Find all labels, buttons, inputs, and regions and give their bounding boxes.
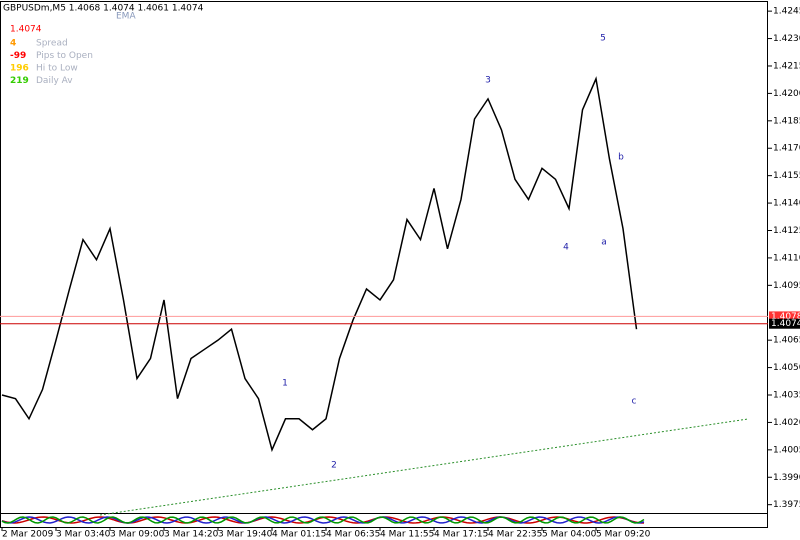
price-label-box xyxy=(769,318,800,329)
x-tick-label: 3 Mar 03:40 xyxy=(56,530,111,540)
x-tick-label: 4 Mar 22:35 xyxy=(488,530,542,540)
y-tick-label: 1.4170 xyxy=(773,144,800,154)
x-tick-label: 4 Mar 01:15 xyxy=(272,530,326,540)
y-tick-label: 1.4215 xyxy=(773,61,800,71)
y-tick-label: 1.4035 xyxy=(773,391,800,401)
x-tick-label: 5 Mar 04:00 xyxy=(542,530,597,540)
indicator-name: EMA xyxy=(116,12,136,22)
x-tick-label: 4 Mar 17:15 xyxy=(434,530,488,540)
wave-label: a xyxy=(601,238,607,248)
wave-label: 4 xyxy=(563,243,569,253)
x-tick-label: 3 Mar 14:20 xyxy=(164,530,219,540)
trend-line xyxy=(99,418,749,516)
y-tick-label: 1.4005 xyxy=(773,445,800,455)
price-label-box xyxy=(769,311,800,322)
x-tick-label: 4 Mar 06:35 xyxy=(326,530,380,540)
y-tick-label: 1.4125 xyxy=(773,226,800,236)
info-value: -99 xyxy=(10,51,26,61)
y-tick-label: 1.4230 xyxy=(773,34,800,44)
info-value: 4 xyxy=(10,39,16,49)
current-price: 1.4074 xyxy=(10,25,42,35)
info-label: Hi to Low xyxy=(36,64,78,74)
info-value: 196 xyxy=(10,64,29,74)
y-tick-label: 1.4020 xyxy=(773,418,800,428)
x-tick-label: 3 Mar 09:00 xyxy=(110,530,165,540)
y-tick-label: 1.4065 xyxy=(773,336,800,346)
wave-label: b xyxy=(618,153,624,163)
wave-label: 2 xyxy=(331,461,337,471)
y-tick-label: 1.4155 xyxy=(773,171,800,181)
x-tick-label: 5 Mar 09:20 xyxy=(596,530,651,540)
y-tick-label: 1.3975 xyxy=(773,500,800,510)
y-tick-label: 1.4050 xyxy=(773,363,800,373)
plot-frame xyxy=(0,1,768,528)
y-tick-label: 1.4095 xyxy=(773,281,800,291)
y-tick-label: 1.3990 xyxy=(773,473,800,483)
y-tick-label: 1.4140 xyxy=(773,199,800,209)
x-tick-label: 2 Mar 2009 xyxy=(2,530,54,540)
y-tick-label: 1.4200 xyxy=(773,89,800,99)
y-tick-label: 1.4245 xyxy=(773,7,800,17)
wave-label: 5 xyxy=(600,34,606,44)
y-tick-label: 1.4185 xyxy=(773,116,800,126)
wave-label: 1 xyxy=(282,379,288,389)
info-label: Spread xyxy=(36,39,68,49)
info-value: 219 xyxy=(10,76,29,86)
info-label: Daily Av xyxy=(36,76,73,86)
wave-label: 3 xyxy=(485,76,491,86)
y-tick-label: 1.4110 xyxy=(773,253,800,263)
chart-title: GBPUSDm,M5 1.4068 1.4074 1.4061 1.4074 xyxy=(3,4,204,14)
x-tick-label: 3 Mar 19:40 xyxy=(218,530,273,540)
x-tick-label: 4 Mar 11:55 xyxy=(380,530,434,540)
price-line xyxy=(1,76,638,453)
price-label: 1.4074 xyxy=(771,319,800,329)
info-label: Pips to Open xyxy=(36,51,93,61)
price-label: 1.4078 xyxy=(771,312,800,322)
indicator-line xyxy=(1,516,645,524)
wave-label: c xyxy=(632,397,637,407)
